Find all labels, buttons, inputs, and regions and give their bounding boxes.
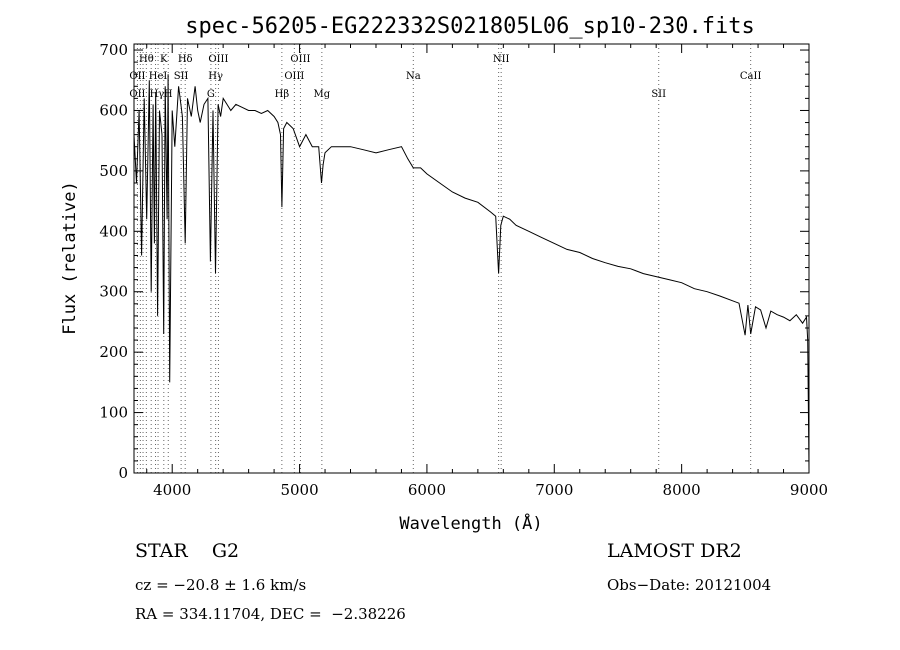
y-axis: 0 100 200 300 400 500 600 700 [99,41,809,482]
line-annotation-label: Hθ [139,54,154,65]
y-tick-label: 0 [118,464,128,482]
y-tick-label: 500 [99,162,128,180]
y-tick-label: 400 [99,222,128,240]
line-annotation-label: OIII [290,54,310,65]
line-annotation-label: Hβ [275,89,290,100]
object-class: STAR G2 [135,540,240,562]
line-annotation-label: OIII [208,54,228,65]
survey-name: LAMOST DR2 [607,540,742,562]
line-annotation-label: OII [129,89,145,100]
plot-frame [133,43,810,474]
x-tick-label: 9000 [790,481,828,499]
line-annotation-label: SII [174,71,189,82]
x-tick-label: 6000 [408,481,446,499]
line-annotation-label: Mg [314,89,331,100]
line-annotation-label: SII [651,89,666,100]
line-annotation-label: HeI [149,71,168,82]
line-annotation-label: Hδ [178,54,193,65]
y-tick-label: 200 [99,343,128,361]
x-tick-label: 4000 [153,481,191,499]
obs-date: Obs−Date: 20121004 [607,576,772,594]
line-annotation-label: NII [493,54,510,65]
line-annotation-label: CaII [740,71,762,82]
y-tick-label: 300 [99,283,128,301]
y-tick-label: 100 [99,404,128,422]
y-tick-label: 600 [99,101,128,119]
spectrum-series-line [133,74,810,471]
x-tick-label: 5000 [280,481,318,499]
line-annotation-label: Na [406,71,421,82]
x-axis: 4000 5000 6000 7000 8000 9000 [146,44,828,499]
line-annotation-label: Hγ [150,89,165,100]
x-tick-label: 7000 [535,481,573,499]
chart-title: spec-56205-EG222332S021805L06_sp10-230.f… [185,14,755,39]
redshift-cz: cz = −20.8 ± 1.6 km/s [135,576,307,594]
line-annotation-label: G [207,89,215,100]
line-annotation-label: K [160,54,168,65]
ra-dec: RA = 334.11704, DEC = −2.38226 [135,605,406,623]
x-tick-label: 8000 [663,481,701,499]
y-tick-label: 700 [99,41,128,59]
x-axis-label: Wavelength (Å) [399,512,542,534]
line-annotation-label: OIII [284,71,304,82]
y-axis-label: Flux (relative) [60,181,80,335]
line-annotation-label: Hγ [208,71,223,82]
line-annotation-label: OII [129,71,145,82]
